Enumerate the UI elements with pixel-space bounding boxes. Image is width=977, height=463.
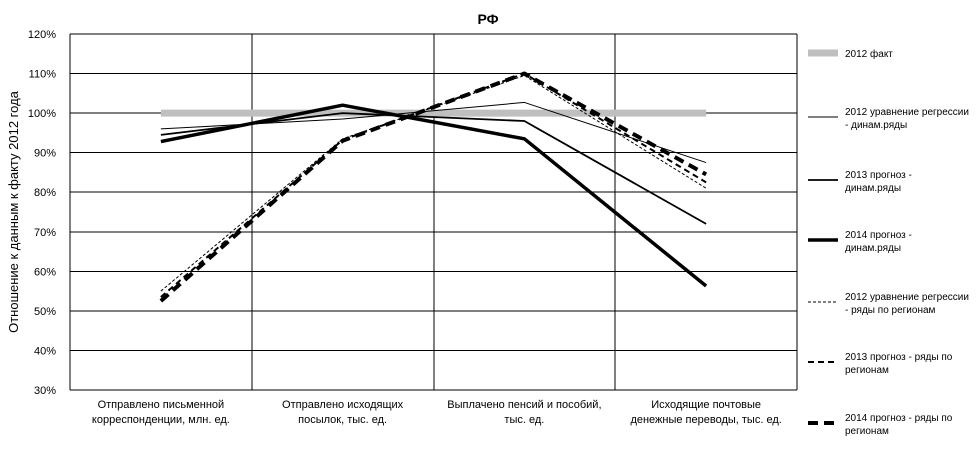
y-tick-label: 110%	[29, 69, 57, 81]
y-tick-label: 70%	[34, 227, 56, 239]
legend-label: 2012 факт	[845, 48, 893, 60]
series-line	[159, 71, 708, 303]
y-tick-label: 80%	[34, 187, 56, 199]
legend-label: 2012 уравнение регрессии - ряды по регион…	[845, 292, 969, 316]
legend: 2012 факт 2012 уравнение регрессии - динам…	[808, 48, 969, 437]
legend-label: 2013 прогноз -динам.ряды	[845, 170, 912, 194]
legend-label: 2013 прогноз - ряды по регионам	[845, 352, 953, 376]
series-line	[160, 72, 707, 298]
y-tick-label: 90%	[34, 148, 56, 160]
chart-title: РФ	[477, 11, 498, 27]
y-tick-label: 100%	[28, 108, 56, 120]
series-layer	[159, 71, 708, 303]
y-tick-label: 40%	[34, 345, 56, 357]
x-tick-label: Отправлено письменной корреспонденции, мл…	[92, 399, 230, 426]
x-axis-ticks: Отправлено письменной корреспонденции, мл…	[92, 399, 782, 426]
y-tick-label: 30%	[34, 385, 56, 397]
y-axis-ticks: 30% 40% 50% 60% 70% 80% 90% 100% 110% 120%	[28, 29, 56, 397]
y-tick-label: 120%	[28, 29, 56, 41]
x-tick-label: Отправлено исходящих посылок, тыс. ед.	[282, 399, 404, 426]
plot-area	[69, 33, 798, 391]
series-line	[160, 103, 708, 288]
series-line	[160, 75, 707, 292]
legend-label: 2014 прогноз - ряды по регионам	[845, 413, 953, 437]
y-axis-label: Отношение к данным к факту 2012 года	[6, 90, 21, 333]
y-tick-label: 50%	[34, 306, 56, 318]
y-tick-label: 60%	[34, 266, 56, 278]
x-tick-label: Исходящие почтовые денежные переводы, тыс…	[630, 399, 781, 426]
legend-label: 2014 прогноз -динам.ряды	[845, 230, 912, 254]
x-tick-label: Выплачено пенсий и пособий, тыс. ед.	[447, 399, 601, 426]
legend-label: 2012 уравнение регрессии - динам.ряды	[845, 107, 969, 131]
